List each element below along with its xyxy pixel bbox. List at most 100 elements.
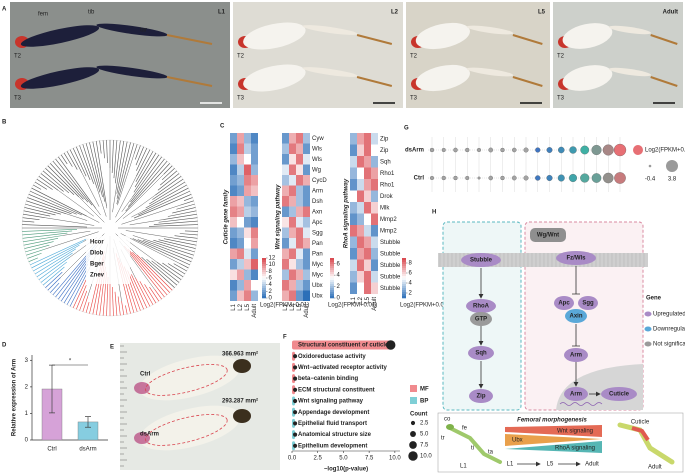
heatmap-cell — [244, 164, 251, 175]
tree-branch — [138, 190, 191, 216]
dot — [535, 175, 541, 181]
leg-tibia — [302, 67, 358, 77]
heatmap-cell — [282, 185, 289, 196]
heatmap-cell — [303, 133, 310, 144]
heatmap-cell — [244, 290, 251, 301]
leg-tibia — [96, 65, 168, 79]
tree-branch — [52, 160, 89, 203]
error-bar — [85, 416, 91, 428]
gene-label: Pan — [312, 251, 323, 257]
heatmap-cell — [251, 175, 258, 186]
colorbar-step — [402, 258, 406, 261]
node-label: Arm — [570, 392, 582, 398]
x-tick-label: Ctrl — [47, 447, 56, 453]
tree-branch — [27, 197, 72, 215]
leg-tibia — [608, 25, 652, 35]
heatmap-cell — [282, 227, 289, 238]
colorbar-step — [330, 258, 334, 261]
heatmap-cell — [230, 185, 237, 196]
area-label: 366.963 mm² — [222, 351, 258, 358]
legend-swatch — [644, 326, 652, 332]
legend-label: BP — [420, 399, 428, 405]
part-label: ti — [471, 446, 474, 452]
heatmap-cell — [364, 190, 371, 202]
heatmap-cell — [251, 143, 258, 154]
legend-label: 2.5 — [420, 421, 429, 427]
x-tick-label: 7.5 — [365, 456, 374, 462]
heatmap-cell — [364, 167, 371, 179]
tree-branch — [92, 141, 106, 202]
heatmap-cell — [364, 236, 371, 248]
dot — [488, 175, 493, 181]
heatmap-cell — [289, 248, 296, 259]
tree-branch — [69, 149, 83, 173]
tree-branch — [42, 266, 65, 286]
tree-branch — [144, 284, 157, 304]
dot — [488, 147, 494, 153]
heatmap-cell — [350, 259, 357, 271]
tree-branch — [127, 160, 168, 207]
legend-swatch — [410, 385, 417, 392]
colorbar-step — [330, 268, 334, 271]
part-label: fe — [462, 426, 468, 432]
tree-branch — [95, 208, 101, 216]
heatmap-cell — [289, 217, 296, 228]
leg-tibia — [608, 67, 652, 77]
dot — [293, 387, 298, 392]
heatmap-cell — [251, 217, 258, 228]
heatmap-cell — [357, 236, 364, 248]
tree-branch — [85, 143, 101, 193]
heatmap-cell — [371, 259, 378, 271]
heatmap-cell — [350, 202, 357, 214]
tree-branch — [142, 239, 193, 259]
tree-branch — [69, 274, 87, 307]
tree-branch — [23, 210, 51, 217]
tree-branch — [66, 268, 88, 305]
tree-branch — [23, 238, 59, 246]
tree-branch — [125, 230, 170, 238]
node-label: Apc — [558, 301, 570, 307]
colorbar-step — [402, 274, 406, 277]
legend-swatch — [644, 341, 652, 347]
tree-branch — [63, 152, 73, 167]
panel-label: E — [110, 345, 114, 351]
colorbar-step — [402, 266, 406, 269]
heatmap-cell — [251, 133, 258, 144]
heatmap-cell — [296, 133, 303, 144]
tree-branch — [130, 158, 165, 203]
dot — [568, 173, 578, 183]
heatmap-cell — [282, 154, 289, 165]
leg-femur — [562, 23, 613, 49]
colorbar-step — [262, 278, 266, 281]
heatmap-cell — [303, 238, 310, 249]
heatmap-cell — [230, 248, 237, 259]
node-label: Cuticle — [609, 392, 630, 398]
node — [564, 387, 588, 401]
heatmap-cell — [303, 248, 310, 259]
column-label: L2 — [358, 296, 364, 303]
heatmap-cell — [282, 133, 289, 144]
leg-femur — [20, 67, 100, 89]
heatmap-cell — [371, 156, 378, 168]
panel-label: G — [404, 126, 409, 132]
column-label: L5 — [245, 303, 251, 310]
heatmap-cell — [289, 206, 296, 217]
inset — [437, 412, 684, 473]
colorbar-step — [262, 258, 266, 261]
leg-femur — [562, 65, 613, 91]
tree-branch — [60, 258, 90, 302]
tree-branch — [58, 190, 94, 217]
colorbar-step — [262, 262, 266, 265]
area-outline — [145, 364, 228, 396]
tree-branch — [158, 239, 196, 249]
legend-label: -0.4 — [645, 177, 656, 183]
heatmap-cell — [251, 227, 258, 238]
tree-branch — [163, 213, 197, 220]
tree-branch — [76, 285, 87, 310]
tree-branch — [89, 142, 103, 197]
leg-tibia — [466, 25, 514, 35]
heatmap-cell — [364, 179, 371, 191]
size-legend-dot — [410, 420, 416, 426]
dot — [293, 365, 298, 370]
dot — [429, 147, 435, 153]
